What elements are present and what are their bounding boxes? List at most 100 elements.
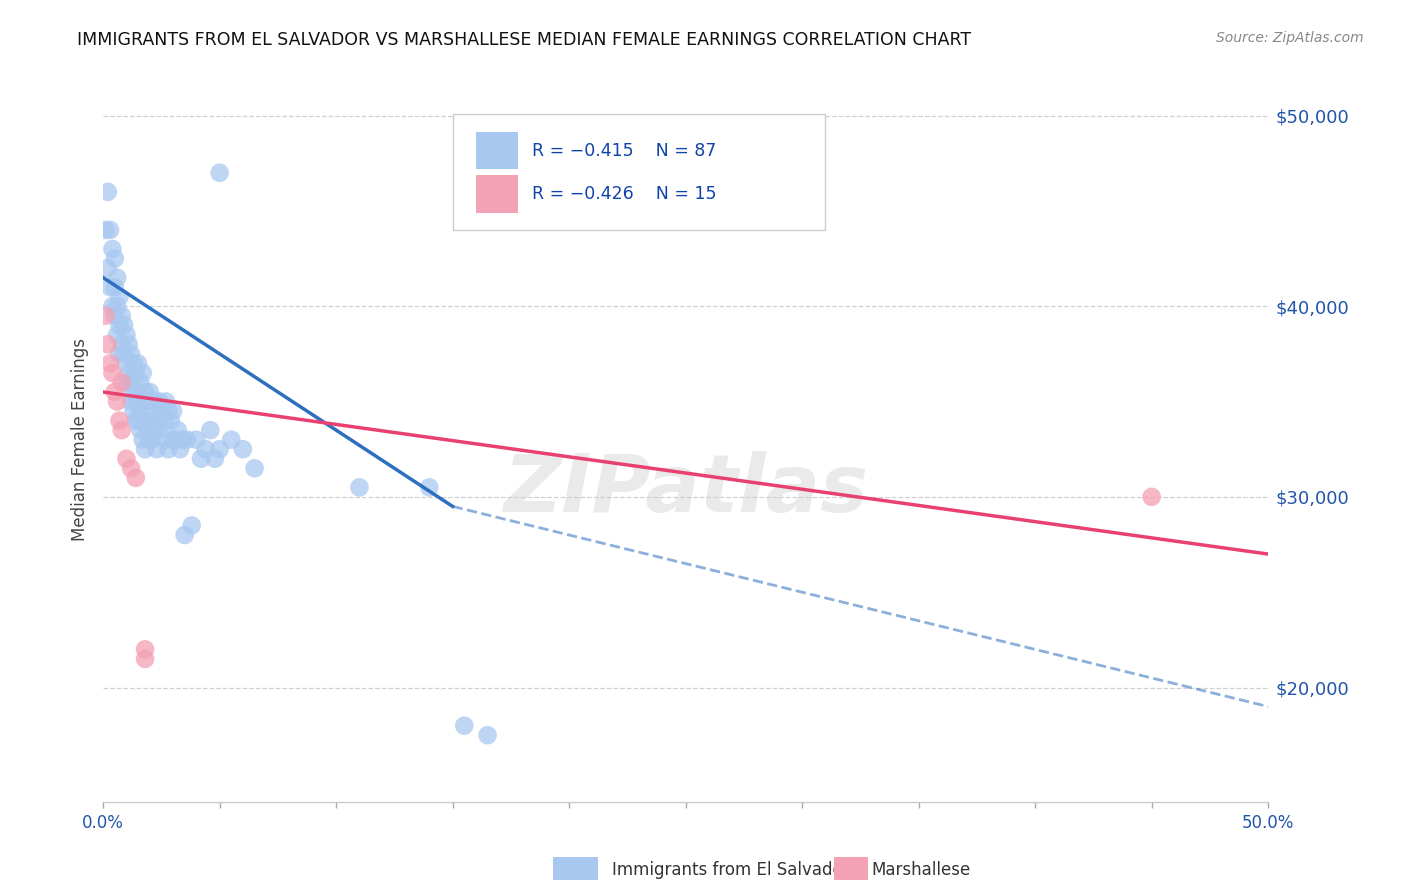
Point bbox=[136, 394, 159, 409]
Point bbox=[125, 394, 148, 409]
Text: IMMIGRANTS FROM EL SALVADOR VS MARSHALLESE MEDIAN FEMALE EARNINGS CORRELATION CH: IMMIGRANTS FROM EL SALVADOR VS MARSHALLE… bbox=[77, 31, 972, 49]
Point bbox=[104, 309, 127, 323]
Point bbox=[159, 414, 181, 428]
Point bbox=[122, 404, 145, 418]
Point bbox=[134, 442, 156, 457]
FancyBboxPatch shape bbox=[475, 132, 517, 169]
Point bbox=[98, 280, 121, 294]
Point bbox=[97, 337, 120, 351]
Point bbox=[1140, 490, 1163, 504]
Point bbox=[118, 337, 141, 351]
Point bbox=[105, 394, 128, 409]
Point bbox=[122, 384, 145, 399]
Point bbox=[115, 451, 138, 466]
Point bbox=[108, 290, 131, 304]
Point bbox=[120, 376, 142, 390]
Text: Marshallese: Marshallese bbox=[872, 861, 972, 879]
Point bbox=[115, 356, 138, 370]
Point bbox=[111, 423, 134, 437]
Point bbox=[101, 366, 124, 380]
Point bbox=[134, 384, 156, 399]
Point bbox=[132, 433, 155, 447]
Point bbox=[129, 404, 152, 418]
Point bbox=[349, 480, 371, 494]
Point bbox=[152, 414, 174, 428]
Point bbox=[94, 223, 117, 237]
Text: Immigrants from El Salvador: Immigrants from El Salvador bbox=[612, 861, 849, 879]
Point bbox=[143, 423, 166, 437]
Point bbox=[200, 423, 222, 437]
Point bbox=[162, 433, 184, 447]
Point bbox=[127, 414, 149, 428]
Point bbox=[98, 223, 121, 237]
Point bbox=[165, 433, 187, 447]
Point bbox=[132, 394, 155, 409]
Point bbox=[105, 327, 128, 342]
Point bbox=[129, 423, 152, 437]
FancyBboxPatch shape bbox=[475, 175, 517, 213]
Text: R = −0.415    N = 87: R = −0.415 N = 87 bbox=[531, 142, 716, 160]
Point bbox=[138, 384, 160, 399]
Point bbox=[101, 299, 124, 313]
Point bbox=[232, 442, 254, 457]
Point bbox=[118, 366, 141, 380]
Point bbox=[166, 423, 188, 437]
Point bbox=[105, 299, 128, 313]
Point bbox=[108, 318, 131, 333]
Point bbox=[125, 414, 148, 428]
Text: R = −0.426    N = 15: R = −0.426 N = 15 bbox=[531, 185, 716, 203]
Point bbox=[176, 433, 198, 447]
Point bbox=[97, 261, 120, 276]
Point bbox=[112, 347, 135, 361]
Text: ZIPatlas: ZIPatlas bbox=[503, 451, 868, 529]
Point bbox=[150, 404, 173, 418]
Point bbox=[111, 376, 134, 390]
Point bbox=[418, 480, 440, 494]
FancyBboxPatch shape bbox=[453, 113, 825, 229]
Point bbox=[186, 433, 208, 447]
Point bbox=[204, 451, 226, 466]
Point bbox=[115, 376, 138, 390]
Point bbox=[143, 394, 166, 409]
Point bbox=[105, 270, 128, 285]
Point bbox=[162, 404, 184, 418]
Point bbox=[219, 433, 242, 447]
Point bbox=[136, 423, 159, 437]
Point bbox=[148, 394, 170, 409]
Point bbox=[148, 423, 170, 437]
Point bbox=[173, 528, 195, 542]
Point bbox=[172, 433, 194, 447]
Point bbox=[190, 451, 212, 466]
Point bbox=[155, 394, 177, 409]
Point bbox=[194, 442, 217, 457]
Point bbox=[127, 384, 149, 399]
Text: Source: ZipAtlas.com: Source: ZipAtlas.com bbox=[1216, 31, 1364, 45]
Point bbox=[127, 356, 149, 370]
Point bbox=[145, 442, 167, 457]
Point bbox=[122, 356, 145, 370]
Point bbox=[453, 718, 475, 732]
Y-axis label: Median Female Earnings: Median Female Earnings bbox=[72, 338, 89, 541]
Point bbox=[169, 442, 191, 457]
Point bbox=[145, 414, 167, 428]
Point bbox=[134, 652, 156, 666]
Point bbox=[155, 433, 177, 447]
Point bbox=[94, 309, 117, 323]
Point bbox=[138, 433, 160, 447]
Point bbox=[134, 642, 156, 657]
Point bbox=[111, 309, 134, 323]
Point bbox=[120, 394, 142, 409]
Point bbox=[134, 414, 156, 428]
Point bbox=[115, 327, 138, 342]
Point bbox=[180, 518, 202, 533]
Point bbox=[98, 356, 121, 370]
Point bbox=[138, 414, 160, 428]
Point bbox=[208, 166, 231, 180]
Point bbox=[111, 337, 134, 351]
Point bbox=[157, 404, 180, 418]
Point bbox=[125, 366, 148, 380]
Point bbox=[104, 280, 127, 294]
Point bbox=[97, 185, 120, 199]
Point bbox=[101, 242, 124, 256]
Point bbox=[108, 414, 131, 428]
